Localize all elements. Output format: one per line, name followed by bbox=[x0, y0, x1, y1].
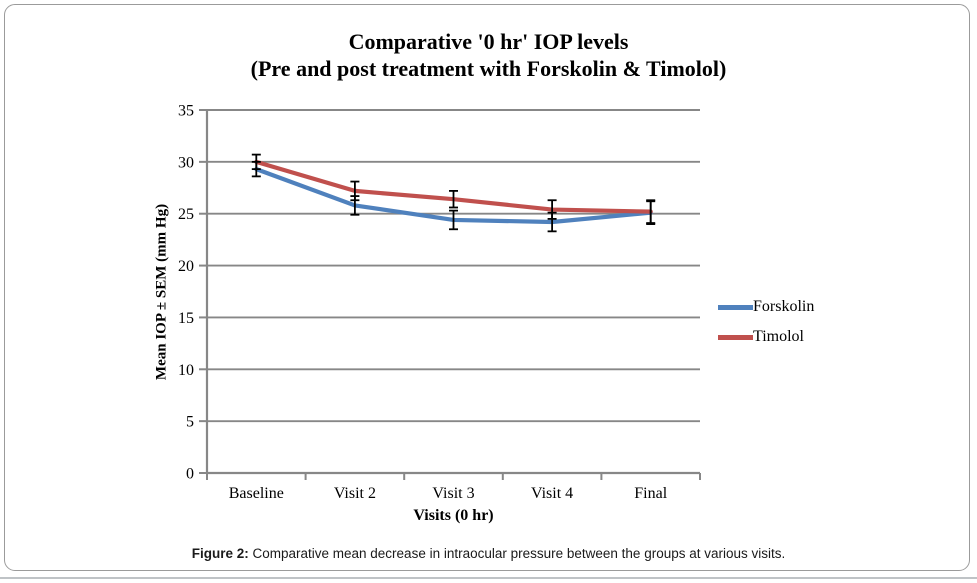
y-tick-label: 35 bbox=[178, 103, 194, 120]
y-tick-label: 5 bbox=[186, 414, 194, 431]
axes bbox=[199, 109, 701, 480]
y-tick-label: 20 bbox=[178, 258, 194, 275]
legend-item-forskolin: Forskolin bbox=[718, 297, 814, 317]
x-axis-title: Visits (0 hr) bbox=[413, 507, 494, 524]
x-tick-labels: Baseline Visit 2 Visit 3 Visit 4 Final bbox=[229, 485, 668, 502]
x-tick-label: Visit 2 bbox=[334, 485, 376, 502]
chart-legend: Forskolin Timolol bbox=[718, 297, 814, 357]
legend-swatch-timolol bbox=[718, 334, 753, 340]
legend-label: Forskolin bbox=[753, 298, 815, 315]
chart-title: Comparative '0 hr' IOP levels bbox=[348, 29, 629, 54]
figure-caption-text: Comparative mean decrease in intraocular… bbox=[248, 546, 786, 561]
x-tick-label: Visit 3 bbox=[432, 485, 474, 502]
figure-caption-prefix: Figure 2: bbox=[191, 546, 249, 561]
y-tick-label: 30 bbox=[178, 154, 194, 171]
legend-label: Timolol bbox=[753, 328, 804, 345]
y-tick-label: 10 bbox=[178, 362, 194, 379]
chart-subtitle: (Pre and post treatment with Forskolin &… bbox=[250, 56, 727, 81]
gridlines bbox=[207, 109, 700, 423]
y-tick-label: 0 bbox=[186, 466, 194, 483]
timolol-error-bars bbox=[251, 153, 656, 224]
x-tick-label: Final bbox=[634, 485, 667, 502]
x-tick-label: Visit 4 bbox=[531, 485, 573, 502]
y-tick-label: 25 bbox=[178, 206, 194, 223]
y-tick-labels: 0 5 10 15 20 25 30 35 bbox=[178, 103, 194, 483]
figure-panel bbox=[4, 4, 970, 571]
legend-swatch-forskolin bbox=[718, 304, 753, 310]
figure-caption: Figure 2: Comparative mean decrease in i… bbox=[0, 546, 977, 561]
legend-item-timolol: Timolol bbox=[718, 327, 814, 347]
y-tick-label: 15 bbox=[178, 310, 194, 327]
page-divider-line bbox=[0, 577, 977, 579]
chart-title-block: Comparative '0 hr' IOP levels (Pre and p… bbox=[0, 28, 977, 82]
x-tick-label: Baseline bbox=[229, 485, 284, 502]
